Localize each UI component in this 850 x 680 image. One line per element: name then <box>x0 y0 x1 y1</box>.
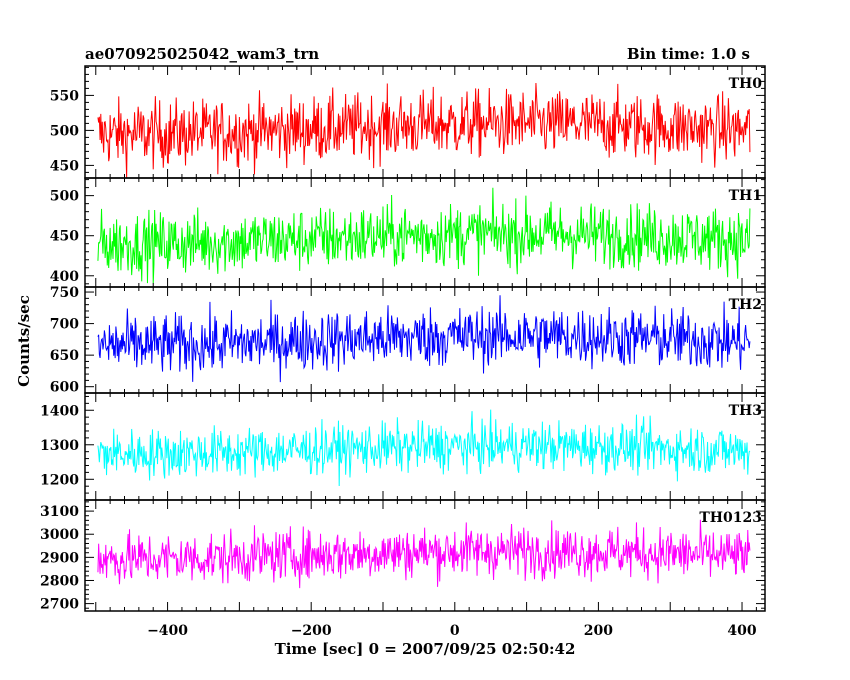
x-axis-label: Time [sec] 0 = 2007/09/25 02:50:42 <box>274 640 576 658</box>
y-tick-label: 2800 <box>40 573 79 589</box>
x-tick-label: 0 <box>450 623 460 639</box>
x-tick-label: −200 <box>291 623 332 639</box>
panel-frame <box>84 499 766 612</box>
panel-th3: 1200 1300 1400 TH3 <box>40 392 766 501</box>
series-line-th1 <box>97 187 751 284</box>
bin-time-label: Bin time: 1.0 s <box>626 45 750 63</box>
series-line-th0123 <box>97 519 751 589</box>
y-tick-label: 550 <box>50 88 79 104</box>
y-tick-label: 450 <box>50 229 79 245</box>
panel-label-th0123: TH0123 <box>699 510 762 526</box>
y-tick-label: 450 <box>50 158 79 174</box>
x-tick-label: 400 <box>727 623 756 639</box>
y-axis-label: Counts/sec <box>15 295 33 387</box>
y-tick-label: 700 <box>50 317 79 333</box>
y-tick-label: 1300 <box>40 438 79 454</box>
y-tick-label: 2900 <box>40 550 79 566</box>
y-tick-label: 1400 <box>40 403 79 419</box>
y-tick-label: 400 <box>50 269 79 285</box>
chart-title: ae070925025042_wam3_trn <box>85 45 320 63</box>
y-tick-label: 2700 <box>40 597 79 613</box>
y-tick-label: 3000 <box>40 527 79 543</box>
panel-th0: 450 500 550 TH0 <box>50 65 766 179</box>
series-line-th3 <box>97 409 751 487</box>
panel-label-th0: TH0 <box>729 76 763 92</box>
panel-th2: 600 650 700 750 TH2 <box>50 285 766 396</box>
panel-label-th2: TH2 <box>729 297 762 313</box>
y-tick-label: 650 <box>50 348 79 364</box>
y-tick-label: 500 <box>50 189 79 205</box>
panel-th1: 400 450 500 TH1 <box>50 177 766 288</box>
panel-label-th3: TH3 <box>729 403 762 419</box>
x-tick-label: 200 <box>584 623 613 639</box>
y-tick-label: 750 <box>50 285 79 301</box>
y-tick-label: 600 <box>50 380 79 396</box>
panel-label-th1: TH1 <box>729 188 762 204</box>
y-tick-label: 500 <box>50 123 79 139</box>
series-line-th0 <box>97 83 751 178</box>
y-tick-label: 3100 <box>40 504 79 520</box>
x-tick-label: −400 <box>147 623 188 639</box>
panel-th0123: 2700 2800 2900 3000 3100 TH0123 <box>40 499 766 613</box>
series-line-th2 <box>97 295 751 383</box>
y-tick-label: 1200 <box>40 472 79 488</box>
